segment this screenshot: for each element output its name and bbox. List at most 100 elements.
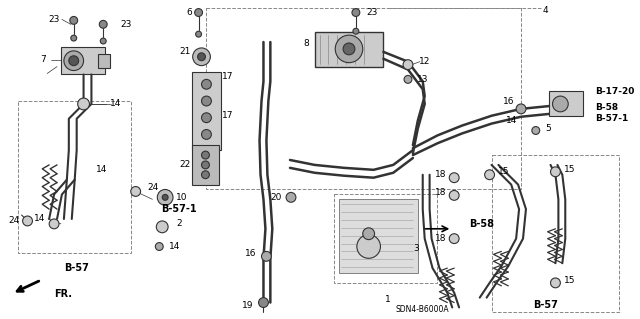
Circle shape	[484, 170, 495, 180]
Text: B-57-1: B-57-1	[595, 114, 628, 123]
Text: 5: 5	[546, 124, 552, 133]
Text: 15: 15	[564, 276, 576, 286]
Circle shape	[193, 48, 211, 66]
Bar	[99, 54, 110, 68]
Text: 4: 4	[543, 6, 548, 15]
Circle shape	[343, 43, 355, 55]
Text: 18: 18	[435, 170, 446, 179]
Circle shape	[64, 51, 84, 70]
Text: 20: 20	[271, 193, 282, 202]
Text: 19: 19	[242, 301, 253, 310]
Circle shape	[335, 35, 363, 63]
Text: 8: 8	[304, 40, 310, 48]
Text: 18: 18	[435, 234, 446, 243]
Circle shape	[77, 98, 90, 110]
Circle shape	[550, 167, 561, 177]
Circle shape	[202, 96, 211, 106]
Bar	[207, 8, 521, 189]
Bar	[339, 199, 418, 273]
Circle shape	[352, 9, 360, 17]
Text: 7: 7	[40, 55, 46, 64]
Circle shape	[262, 251, 271, 261]
Bar	[334, 194, 438, 283]
Text: FR.: FR.	[54, 289, 72, 299]
Text: 17: 17	[222, 111, 234, 120]
Text: 24: 24	[148, 183, 159, 192]
Circle shape	[403, 60, 413, 70]
Text: 1: 1	[385, 295, 391, 304]
Bar	[548, 91, 583, 116]
Circle shape	[198, 53, 205, 61]
Text: 14: 14	[110, 100, 122, 108]
Bar	[315, 32, 383, 67]
Text: 23: 23	[120, 20, 132, 29]
Circle shape	[550, 278, 561, 288]
Circle shape	[516, 104, 526, 114]
Text: 3: 3	[413, 244, 419, 253]
Text: 10: 10	[176, 193, 188, 202]
Circle shape	[363, 228, 374, 240]
Circle shape	[70, 17, 77, 24]
Bar	[492, 155, 620, 312]
Circle shape	[449, 234, 459, 243]
Circle shape	[195, 9, 202, 17]
Circle shape	[202, 161, 209, 169]
Text: 18: 18	[435, 188, 446, 197]
Text: 6: 6	[187, 8, 193, 17]
Circle shape	[100, 38, 106, 44]
Circle shape	[404, 76, 412, 83]
Circle shape	[22, 216, 33, 226]
Circle shape	[99, 20, 107, 28]
Text: B-58: B-58	[595, 103, 618, 112]
Circle shape	[162, 194, 168, 200]
Circle shape	[202, 151, 209, 159]
Text: 16: 16	[502, 97, 514, 106]
Text: 23: 23	[366, 8, 378, 17]
Text: 23: 23	[49, 15, 60, 24]
Circle shape	[357, 235, 380, 258]
Text: B-57: B-57	[533, 300, 558, 310]
Text: 21: 21	[179, 47, 191, 56]
Text: 14: 14	[95, 165, 107, 174]
Circle shape	[202, 113, 211, 122]
Circle shape	[196, 31, 202, 37]
Text: 17: 17	[222, 72, 234, 81]
Circle shape	[69, 56, 79, 66]
Circle shape	[156, 221, 168, 233]
Circle shape	[259, 298, 268, 308]
Circle shape	[49, 219, 59, 229]
Bar	[192, 71, 221, 150]
Text: 24: 24	[8, 217, 19, 226]
Bar	[192, 145, 220, 185]
Circle shape	[131, 187, 141, 197]
Circle shape	[202, 171, 209, 179]
Text: 15: 15	[564, 165, 576, 174]
Text: 14: 14	[34, 214, 45, 224]
Text: 22: 22	[179, 160, 191, 169]
Text: 14: 14	[170, 242, 180, 251]
Bar	[18, 101, 131, 253]
Circle shape	[202, 79, 211, 89]
Text: B-17-20: B-17-20	[595, 87, 634, 96]
Text: 12: 12	[419, 57, 430, 66]
Circle shape	[449, 190, 459, 200]
Circle shape	[202, 130, 211, 139]
Circle shape	[552, 96, 568, 112]
Text: SDN4-B6000A: SDN4-B6000A	[396, 305, 449, 314]
Circle shape	[532, 127, 540, 134]
Bar	[61, 47, 105, 74]
Text: B-57-1: B-57-1	[161, 204, 196, 214]
Circle shape	[157, 189, 173, 205]
Text: 16: 16	[245, 249, 257, 258]
Circle shape	[156, 242, 163, 250]
Circle shape	[71, 35, 77, 41]
Circle shape	[286, 192, 296, 202]
Circle shape	[353, 28, 359, 34]
Circle shape	[449, 173, 459, 182]
Text: 13: 13	[417, 75, 428, 84]
Text: B-58: B-58	[469, 219, 494, 229]
Text: 14: 14	[506, 116, 517, 125]
Text: 15: 15	[497, 167, 509, 176]
Text: 2: 2	[176, 219, 182, 228]
Text: B-57: B-57	[64, 263, 89, 273]
